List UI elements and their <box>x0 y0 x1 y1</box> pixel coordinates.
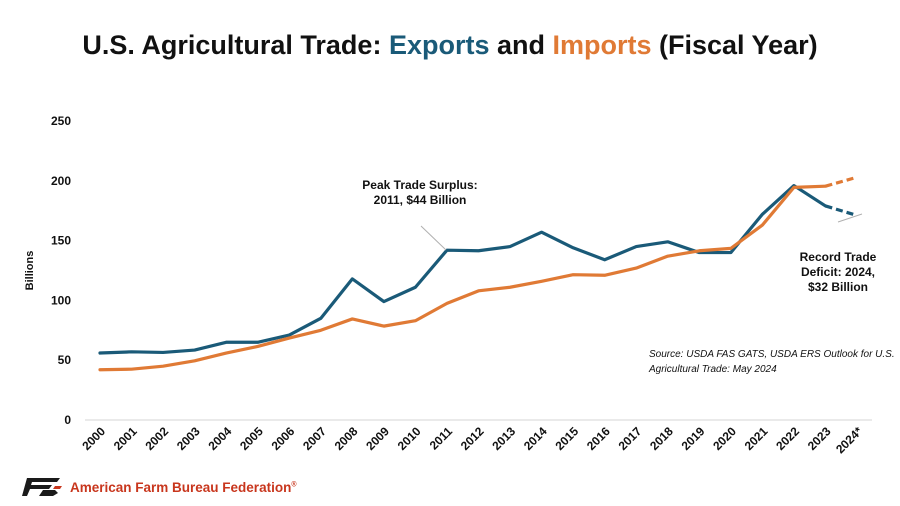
y-axis-label: Billions <box>24 251 36 291</box>
x-tick-label: 2006 <box>269 424 298 453</box>
y-tick-label: 250 <box>51 114 71 128</box>
exports-line <box>98 183 828 355</box>
x-tick-label: 2019 <box>679 424 708 453</box>
y-tick-label: 150 <box>51 234 71 248</box>
org-name-text: American Farm Bureau Federation <box>70 479 292 495</box>
farm-bureau-logo-icon <box>22 478 62 496</box>
annotation-record-deficit-leader <box>837 213 863 223</box>
x-tick-label: 2014 <box>521 424 550 453</box>
annotation-peak-surplus-text: Peak Trade Surplus: <box>362 178 477 192</box>
x-tick-label: 2015 <box>552 424 581 453</box>
x-tick-label: 2018 <box>647 424 676 453</box>
y-tick-label: 50 <box>58 353 72 367</box>
y-tick-label: 100 <box>51 293 71 307</box>
title-exports: Exports <box>388 30 490 60</box>
x-tick-label: 2016 <box>584 424 613 453</box>
title-imports: Imports <box>552 30 652 60</box>
imports-line <box>98 184 828 372</box>
y-tick-label: 200 <box>51 174 71 188</box>
x-tick-label: 2021 <box>742 424 771 453</box>
x-tick-label: 2008 <box>332 424 361 453</box>
x-tick-label: 2005 <box>237 424 266 453</box>
exports-projection-line <box>824 204 858 218</box>
x-tick-label: 2012 <box>458 424 487 453</box>
x-tick-label: 2003 <box>174 424 203 453</box>
title-part2: (Fiscal Year) <box>651 30 818 60</box>
y-tick-label: 0 <box>64 413 71 427</box>
title-and: and <box>489 30 553 60</box>
imports-projection-line <box>825 175 858 188</box>
x-tick-label: 2001 <box>111 424 140 453</box>
annotation-record-deficit-text: $32 Billion <box>808 280 868 294</box>
org-name: American Farm Bureau Federation® <box>70 480 297 495</box>
x-tick-label: 2013 <box>489 424 518 453</box>
afbf-logo: American Farm Bureau Federation® <box>22 478 297 496</box>
annotation-peak-surplus-text: 2011, $44 Billion <box>374 193 467 207</box>
x-tick-label: 2009 <box>363 424 392 453</box>
trademark-symbol: ® <box>291 481 297 488</box>
x-tick-label: 2000 <box>79 424 108 453</box>
annotation-peak-surplus-leader <box>420 225 447 251</box>
x-tick-label: 2010 <box>395 424 424 453</box>
x-tick-label: 2024* <box>833 424 865 456</box>
source-note: Source: USDA FAS GATS, USDA ERS Outlook … <box>649 349 895 360</box>
source-note: Agricultural Trade: May 2024 <box>648 364 777 375</box>
x-tick-label: 2020 <box>710 424 739 453</box>
x-tick-label: 2017 <box>616 424 645 453</box>
x-tick-label: 2004 <box>206 424 235 453</box>
annotation-record-deficit-text: Deficit: 2024, <box>801 265 875 279</box>
title-part1: U.S. Agricultural Trade: <box>82 30 389 60</box>
x-tick-label: 2023 <box>805 424 834 453</box>
x-tick-label: 2022 <box>773 424 802 453</box>
annotation-record-deficit-text: Record Trade <box>800 250 877 264</box>
x-tick-label: 2007 <box>300 424 329 453</box>
chart-title: U.S. Agricultural Trade: Exports and Imp… <box>0 30 900 61</box>
x-tick-label: 2011 <box>427 424 456 453</box>
x-tick-label: 2002 <box>142 424 171 453</box>
